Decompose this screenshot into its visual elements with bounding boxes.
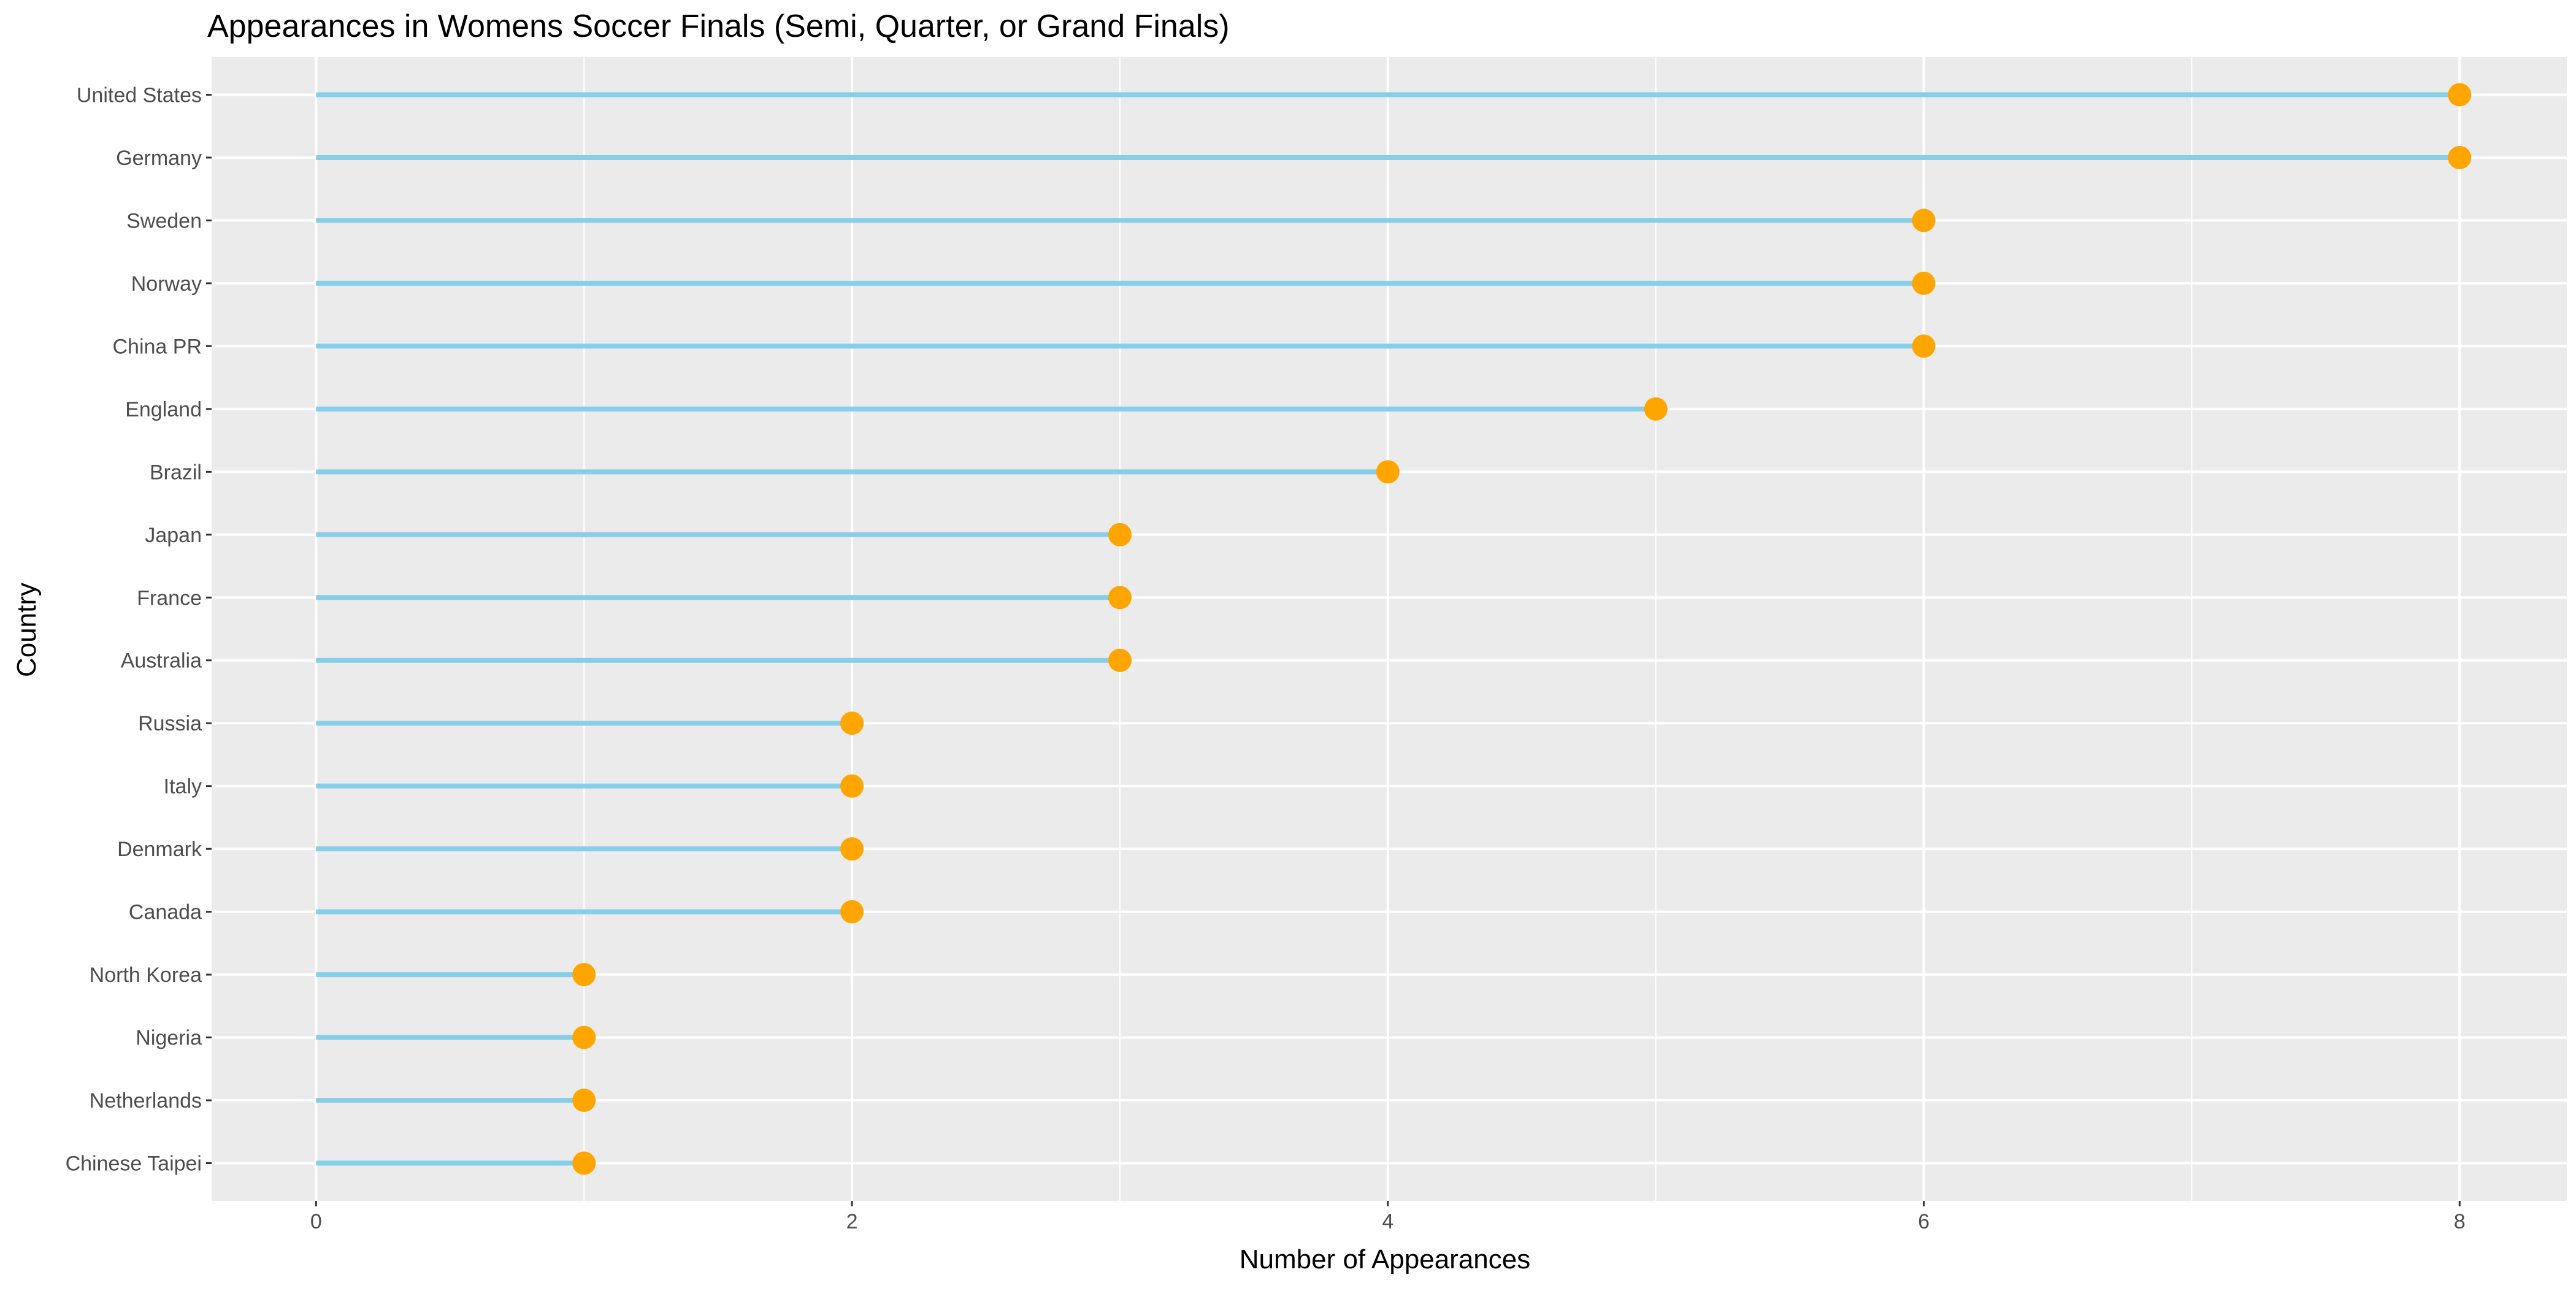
x-tick-label: 6 bbox=[1918, 1210, 1930, 1233]
y-tick-label: China PR bbox=[112, 335, 202, 358]
y-tick-label: United States bbox=[77, 83, 202, 107]
y-tick-label: Russia bbox=[138, 712, 202, 735]
lollipop-point bbox=[1912, 334, 1936, 358]
lollipop-point bbox=[1108, 648, 1132, 672]
lollipop-point bbox=[840, 774, 864, 798]
y-tick-label: Nigeria bbox=[136, 1027, 202, 1050]
lollipop-point bbox=[572, 1089, 596, 1113]
lollipop-point bbox=[1912, 209, 1936, 232]
y-tick-label: Germany bbox=[116, 147, 202, 170]
data-marks bbox=[316, 83, 2472, 1175]
x-tick-label: 2 bbox=[846, 1210, 858, 1233]
y-tick-label: Sweden bbox=[126, 209, 202, 232]
x-tick-label: 0 bbox=[310, 1210, 322, 1233]
chart-title: Appearances in Womens Soccer Finals (Sem… bbox=[207, 9, 1230, 44]
axes: United States Germany Sweden Norway China PR… bbox=[66, 83, 2466, 1233]
y-tick-label: Netherlands bbox=[90, 1089, 202, 1113]
y-tick-label: France bbox=[137, 586, 202, 610]
y-tick-label: Italy bbox=[164, 775, 202, 799]
lollipop-point bbox=[1108, 523, 1132, 546]
y-tick-label: Australia bbox=[121, 649, 202, 673]
lollipop-point bbox=[572, 1151, 596, 1175]
y-tick-label: Norway bbox=[131, 272, 202, 296]
lollipop-point bbox=[1108, 586, 1132, 610]
x-tick-label: 8 bbox=[2454, 1210, 2466, 1233]
lollipop-point bbox=[840, 837, 864, 861]
lollipop-point bbox=[572, 1025, 596, 1049]
y-tick-label: Japan bbox=[145, 524, 202, 547]
lollipop-point bbox=[1912, 271, 1936, 295]
lollipop-point bbox=[2448, 83, 2472, 107]
y-tick-label: England bbox=[125, 398, 202, 421]
lollipop-point bbox=[2448, 145, 2472, 169]
y-tick-label: Denmark bbox=[117, 838, 202, 861]
lollipop-point bbox=[1376, 460, 1400, 484]
y-tick-label: Canada bbox=[129, 901, 202, 924]
y-tick-label: Brazil bbox=[150, 461, 202, 484]
y-tick-label: North Korea bbox=[90, 963, 202, 987]
lollipop-point bbox=[840, 711, 864, 735]
y-tick-label: Chinese Taipei bbox=[66, 1152, 202, 1176]
plot-panel bbox=[212, 57, 2567, 1201]
x-tick-label: 4 bbox=[1382, 1210, 1393, 1233]
lollipop-point bbox=[572, 963, 596, 987]
lollipop-point bbox=[1644, 397, 1668, 421]
x-axis-label: Number of Appearances bbox=[1240, 1244, 1531, 1274]
y-axis-label: Country bbox=[12, 583, 42, 677]
lollipop-point bbox=[840, 900, 864, 924]
